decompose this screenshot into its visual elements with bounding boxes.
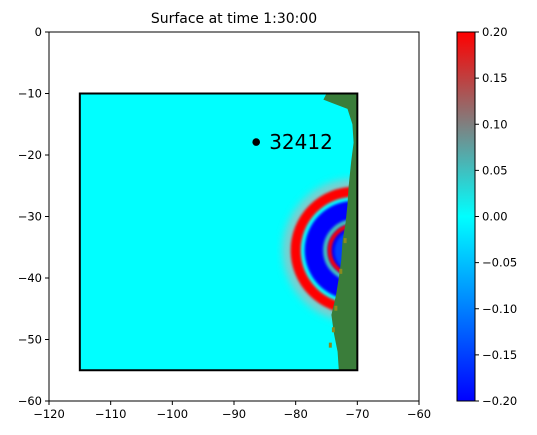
y-tick-label: 0: [35, 25, 42, 39]
x-tick-label: −80: [284, 407, 308, 421]
land-patch: [339, 268, 343, 274]
gauge-label: 32412: [269, 130, 333, 154]
y-tick-label: −30: [18, 210, 42, 224]
colorbar-tick-label: −0.05: [482, 256, 517, 270]
y-tick-label: −10: [18, 87, 42, 101]
y-tick-label: −40: [18, 271, 42, 285]
y-tick-label: −60: [18, 394, 42, 408]
chart-title: Surface at time 1:30:00: [151, 11, 317, 27]
domain-box: [78, 92, 359, 372]
colorbar-tick-label: −0.10: [482, 302, 517, 316]
y-tick-label: −50: [18, 333, 42, 347]
surface-field: [79, 93, 358, 371]
y-tick-label: −20: [18, 148, 42, 162]
land-patch: [343, 238, 347, 244]
land-patch: [331, 327, 335, 333]
colorbar: 0.20 0.15 0.10 0.05 0.00 −0.05 −0.10 −0.15 −0.20: [456, 25, 517, 408]
colorbar-tick-label: −0.15: [482, 348, 517, 362]
land-mass: [323, 93, 358, 371]
colorbar-ticks: 0.20 0.15 0.10 0.05 0.00 −0.05 −0.10 −0.15 −0.20: [475, 25, 517, 408]
land-patch: [334, 305, 338, 311]
x-axis: −120 −110 −100 −90 −80 −70 −60: [33, 401, 431, 421]
gauge-marker: [252, 138, 260, 146]
x-tick-label: −70: [345, 407, 369, 421]
colorbar-gradient: [457, 32, 475, 401]
x-tick-label: −90: [222, 407, 246, 421]
colorbar-tick-label: −0.20: [482, 394, 517, 408]
colorbar-tick-label: 0.00: [482, 210, 508, 224]
y-axis: 0 −10 −20 −30 −40 −50 −60: [18, 25, 49, 408]
colorbar-tick-label: 0.05: [482, 163, 508, 177]
x-tick-label: −100: [157, 407, 189, 421]
x-tick-label: −120: [33, 407, 65, 421]
x-tick-label: −60: [407, 407, 431, 421]
land-patch: [328, 342, 332, 348]
x-tick-label: −110: [95, 407, 127, 421]
colorbar-tick-label: 0.15: [482, 71, 508, 85]
colorbar-tick-label: 0.10: [482, 117, 508, 131]
plot-area: 32412: [48, 31, 420, 402]
colorbar-tick-label: 0.20: [482, 25, 508, 39]
